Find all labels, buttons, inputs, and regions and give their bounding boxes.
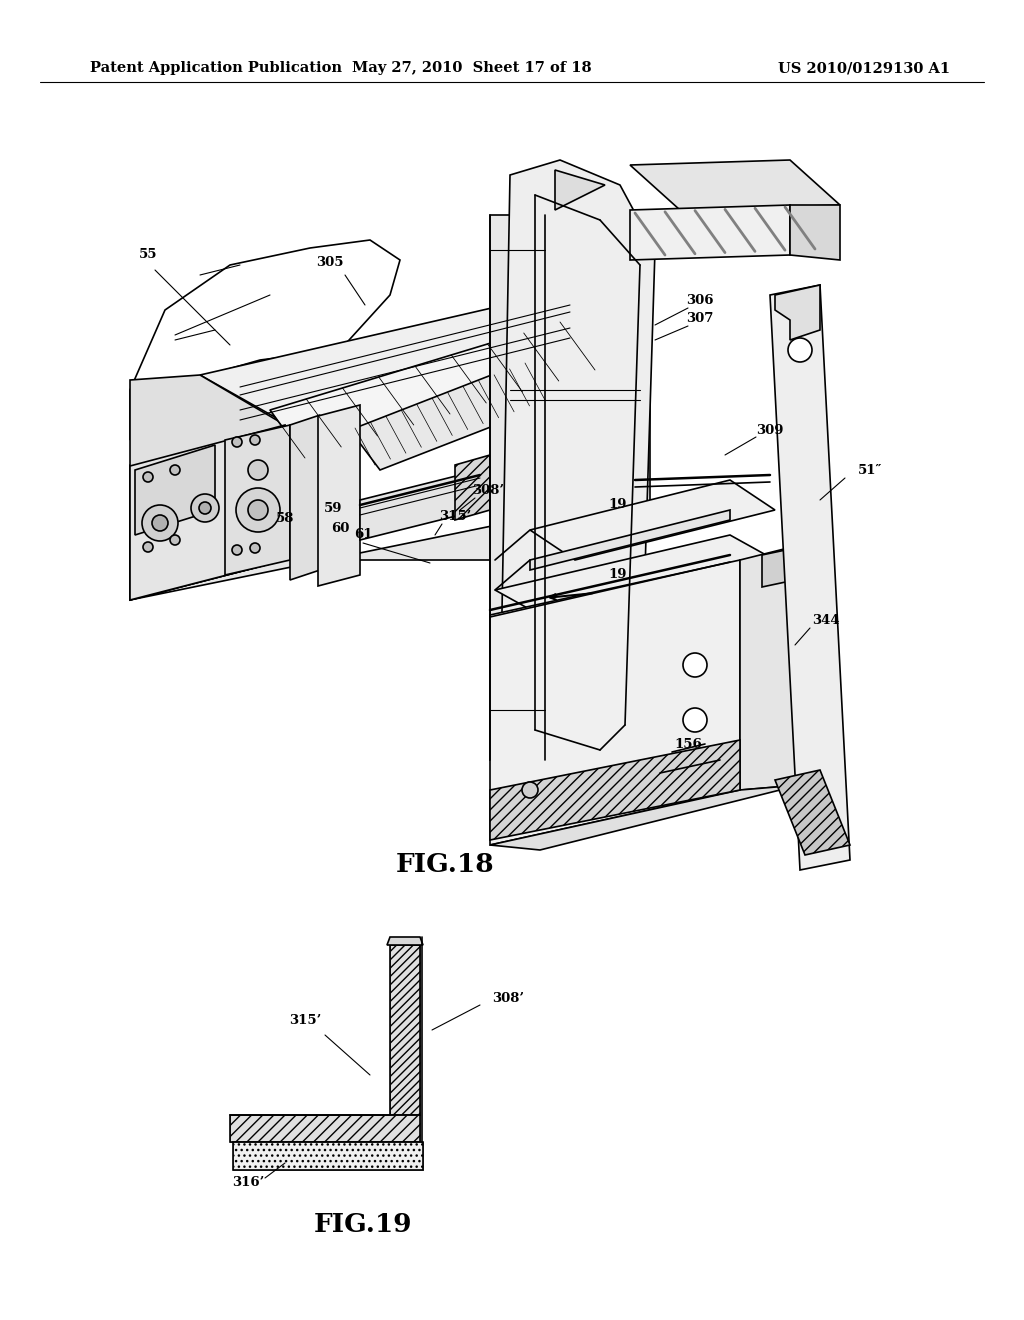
Text: 156: 156 [674,738,701,751]
Polygon shape [770,285,850,870]
Text: 315’: 315’ [289,1014,322,1027]
Polygon shape [560,294,650,510]
Polygon shape [762,548,795,587]
Polygon shape [740,545,800,789]
Polygon shape [290,414,319,579]
Text: 60: 60 [331,521,349,535]
Text: 19: 19 [608,569,628,582]
Polygon shape [495,535,775,615]
Text: 55: 55 [138,248,158,261]
Polygon shape [500,160,655,780]
Circle shape [250,543,260,553]
Text: 308’: 308’ [472,483,504,496]
Text: 309: 309 [757,424,783,437]
Polygon shape [318,405,360,586]
Text: 19: 19 [608,499,628,511]
Circle shape [170,465,180,475]
Polygon shape [530,510,730,570]
Text: Patent Application Publication: Patent Application Publication [90,61,342,75]
Circle shape [248,459,268,480]
Polygon shape [775,285,820,341]
Circle shape [232,545,242,554]
Text: 305: 305 [316,256,344,268]
Text: FIG.18: FIG.18 [395,851,495,876]
Polygon shape [490,215,545,760]
Circle shape [191,494,219,521]
Polygon shape [390,945,420,1115]
Circle shape [152,515,168,531]
Text: 315’: 315’ [439,510,471,523]
Text: 316’: 316’ [231,1176,264,1189]
Polygon shape [775,770,850,855]
Polygon shape [490,741,740,840]
Circle shape [143,473,153,482]
Polygon shape [135,445,215,535]
Text: 306: 306 [686,293,714,306]
Text: May 27, 2010  Sheet 17 of 18: May 27, 2010 Sheet 17 of 18 [352,61,592,75]
Circle shape [250,436,260,445]
Circle shape [142,506,178,541]
Polygon shape [200,290,650,420]
Polygon shape [130,375,285,601]
Polygon shape [130,240,400,440]
Circle shape [683,653,707,677]
Polygon shape [387,937,423,945]
Text: 308’: 308’ [492,991,524,1005]
Circle shape [683,708,707,733]
Circle shape [236,488,280,532]
Polygon shape [270,322,595,458]
Circle shape [788,338,812,362]
Polygon shape [490,785,800,850]
Polygon shape [350,360,560,470]
Polygon shape [630,205,790,260]
Polygon shape [530,480,775,560]
Circle shape [522,781,538,799]
Polygon shape [790,205,840,260]
Polygon shape [233,1142,423,1170]
Text: US 2010/0129130 A1: US 2010/0129130 A1 [778,61,950,75]
Text: 58: 58 [275,511,294,524]
Circle shape [199,502,211,513]
Polygon shape [130,425,285,601]
Text: 51″: 51″ [858,463,883,477]
Circle shape [143,543,153,552]
Polygon shape [490,560,740,845]
Text: 344: 344 [812,614,840,627]
Circle shape [232,437,242,447]
Polygon shape [225,425,290,576]
Polygon shape [130,425,285,601]
Circle shape [170,535,180,545]
Polygon shape [230,1115,420,1142]
Text: FIG.19: FIG.19 [313,1213,413,1238]
Polygon shape [630,160,840,210]
Text: 307: 307 [686,312,714,325]
Polygon shape [130,510,650,601]
Text: 61: 61 [353,528,373,541]
Text: 59: 59 [324,502,342,515]
Polygon shape [555,170,605,210]
Polygon shape [455,455,490,520]
Circle shape [248,500,268,520]
Polygon shape [360,470,480,540]
